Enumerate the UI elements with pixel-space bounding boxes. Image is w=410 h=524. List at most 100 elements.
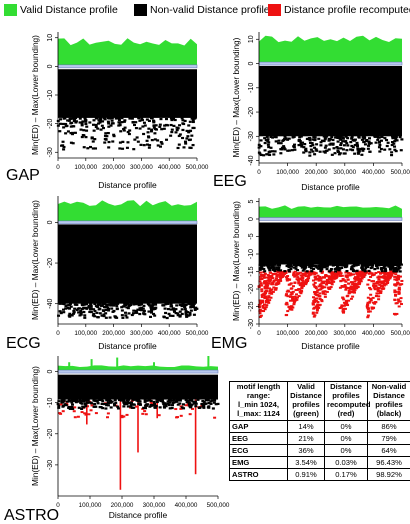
recomputed-point bbox=[349, 272, 353, 275]
table-row: GAP 14% 0% 86% bbox=[229, 419, 410, 433]
recomputed-point bbox=[333, 273, 337, 276]
recomputed-point bbox=[289, 307, 293, 310]
legend-item-recomputed: Distance profile recomputed bbox=[268, 4, 410, 16]
nonvalid-point bbox=[360, 147, 364, 150]
recomputed-point bbox=[263, 285, 267, 288]
nonvalid-point bbox=[346, 137, 350, 140]
recomputed-point bbox=[293, 270, 297, 273]
nonvalid-point bbox=[75, 308, 79, 312]
nonvalid-point bbox=[297, 263, 301, 267]
nonvalid-point bbox=[110, 307, 114, 310]
nonvalid-point bbox=[317, 137, 321, 140]
recomputed-point bbox=[379, 290, 383, 293]
nonvalid-point bbox=[86, 399, 90, 402]
nonvalid-point bbox=[140, 306, 144, 309]
table-row: ASTRO 0.91% 0.17% 98.92% bbox=[229, 467, 410, 481]
nonvalid-point bbox=[329, 267, 333, 271]
recomputed-point bbox=[258, 316, 262, 319]
nonvalid-point bbox=[153, 138, 157, 141]
recomputed-point bbox=[336, 272, 340, 275]
nonvalid-point bbox=[262, 154, 266, 157]
nonvalid-point bbox=[101, 126, 105, 130]
nonvalid-point bbox=[131, 398, 135, 401]
recomputed-point bbox=[291, 285, 295, 288]
nonvalid-point bbox=[77, 307, 81, 310]
nonvalid-point bbox=[176, 403, 180, 406]
nonvalid-point bbox=[59, 311, 63, 315]
nonvalid-point bbox=[154, 306, 158, 309]
nonvalid-point bbox=[83, 316, 87, 319]
recomputed-point bbox=[361, 274, 365, 277]
nonvalid-point bbox=[160, 128, 164, 131]
nonvalid-point bbox=[295, 263, 299, 266]
table-cell: 0% bbox=[324, 443, 368, 457]
nonvalid-point bbox=[388, 268, 392, 271]
chart-eeg: 100-10-20-30-400 100,000 200,000 300,000 400… bbox=[213, 32, 410, 192]
recomputed-point bbox=[321, 276, 325, 279]
nonvalid-point bbox=[86, 147, 90, 150]
recomputed-point bbox=[314, 287, 318, 290]
recomputed-point bbox=[365, 306, 369, 309]
recomputed-point bbox=[344, 299, 348, 302]
recomputed-point bbox=[395, 283, 399, 286]
nonvalid-point bbox=[121, 305, 125, 308]
recomputed-point bbox=[59, 403, 63, 406]
nonvalid-point bbox=[355, 143, 359, 147]
nonvalid-point bbox=[107, 140, 111, 144]
recomputed-point bbox=[307, 277, 311, 280]
recomputed-point bbox=[149, 401, 153, 404]
recomputed-point bbox=[278, 279, 282, 282]
nonvalid-point bbox=[335, 135, 339, 138]
nonvalid-point bbox=[66, 307, 70, 310]
nonvalid-point bbox=[171, 404, 175, 407]
nonvalid-point bbox=[362, 137, 366, 140]
nonvalid-point bbox=[193, 401, 197, 405]
recomputed-point bbox=[369, 288, 373, 291]
nonvalid-point bbox=[266, 138, 270, 141]
nonvalid-point bbox=[280, 146, 284, 149]
recomputed-point bbox=[320, 270, 324, 273]
nonvalid-point bbox=[69, 141, 73, 144]
nonvalid-point bbox=[334, 267, 338, 270]
nonvalid-point bbox=[102, 314, 106, 318]
nonvalid-point bbox=[142, 310, 146, 313]
nonvalid-point bbox=[69, 117, 73, 120]
nonvalid-point bbox=[367, 263, 371, 267]
nonvalid-point bbox=[206, 399, 210, 402]
nonvalid-point bbox=[163, 307, 167, 310]
nonvalid-point bbox=[394, 135, 398, 139]
nonvalid-point bbox=[176, 312, 180, 315]
recomputed-point bbox=[395, 302, 399, 305]
nonvalid-point bbox=[142, 312, 146, 315]
nonvalid-point bbox=[79, 312, 83, 315]
nonvalid-point bbox=[363, 270, 367, 273]
nonvalid-point bbox=[164, 311, 168, 315]
nonvalid-point bbox=[193, 308, 197, 311]
nonvalid-point bbox=[315, 143, 319, 146]
y-tick-label: -40 bbox=[248, 155, 255, 165]
nonvalid-point bbox=[62, 126, 66, 129]
nonvalid-point bbox=[130, 406, 134, 409]
recomputed-point bbox=[258, 312, 262, 315]
valid-area bbox=[58, 38, 197, 67]
nonvalid-point bbox=[80, 135, 84, 139]
nonvalid-point bbox=[339, 142, 343, 145]
nonvalid-point bbox=[89, 303, 93, 306]
nonvalid-point bbox=[273, 135, 277, 138]
recomputed-point bbox=[296, 272, 300, 275]
recomputed-point bbox=[315, 277, 319, 280]
recomputed-point bbox=[289, 291, 293, 294]
nonvalid-point bbox=[176, 398, 180, 402]
nonvalid-point bbox=[283, 148, 287, 151]
nonvalid-point bbox=[70, 401, 74, 404]
recomputed-point bbox=[388, 277, 392, 280]
nonvalid-point bbox=[101, 407, 105, 410]
table-header-cell: Non-valid Distance profiles (black) bbox=[367, 381, 410, 421]
nonvalid-point bbox=[192, 302, 196, 305]
table-cell: 0% bbox=[324, 431, 368, 445]
nonvalid-point bbox=[393, 145, 397, 148]
nonvalid-point bbox=[71, 142, 75, 145]
zero-line bbox=[258, 61, 403, 66]
nonvalid-point bbox=[75, 303, 79, 306]
table-cell: GAP bbox=[229, 419, 288, 433]
